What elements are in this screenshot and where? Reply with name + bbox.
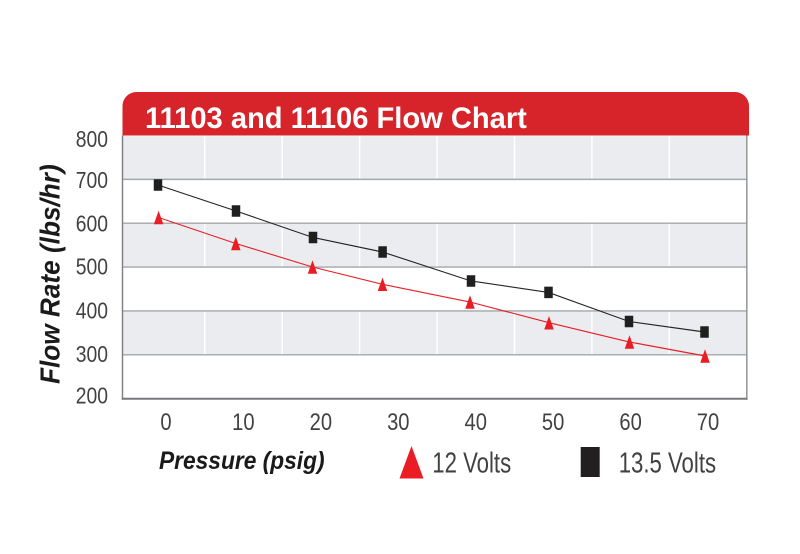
svg-text:300: 300 bbox=[76, 342, 108, 367]
svg-text:12 Volts: 12 Volts bbox=[432, 448, 511, 479]
svg-text:Pressure (psig): Pressure (psig) bbox=[159, 447, 325, 475]
svg-text:60: 60 bbox=[619, 408, 641, 435]
svg-text:10: 10 bbox=[232, 408, 254, 435]
svg-text:40: 40 bbox=[464, 408, 486, 435]
svg-text:13.5 Volts: 13.5 Volts bbox=[619, 448, 716, 479]
svg-text:0: 0 bbox=[160, 408, 171, 435]
svg-text:700: 700 bbox=[76, 169, 108, 194]
svg-text:11103 and 11106 Flow Chart: 11103 and 11106 Flow Chart bbox=[145, 102, 527, 135]
svg-text:50: 50 bbox=[542, 408, 564, 435]
svg-text:70: 70 bbox=[697, 408, 719, 435]
svg-text:800: 800 bbox=[76, 128, 108, 153]
svg-text:400: 400 bbox=[76, 299, 108, 324]
svg-text:Flow Rate (lbs/hr): Flow Rate (lbs/hr) bbox=[34, 164, 66, 384]
svg-text:30: 30 bbox=[387, 408, 409, 435]
svg-text:20: 20 bbox=[310, 408, 332, 435]
svg-text:500: 500 bbox=[76, 255, 108, 280]
svg-text:200: 200 bbox=[76, 384, 108, 409]
svg-text:600: 600 bbox=[76, 212, 108, 237]
